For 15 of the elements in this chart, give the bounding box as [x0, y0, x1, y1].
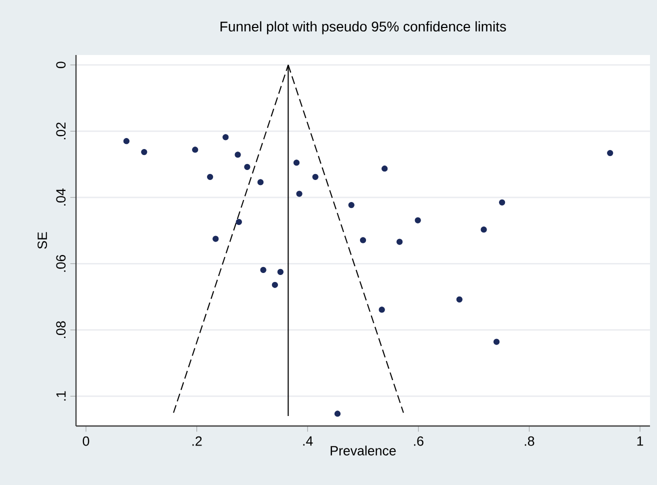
- x-tick-label: .8: [524, 436, 534, 446]
- y-tick-label: .08: [56, 321, 66, 338]
- x-axis-title: Prevalence: [330, 446, 396, 456]
- x-tick-label: 1: [637, 436, 644, 446]
- x-tick-label: 0: [82, 436, 90, 446]
- chart-title: Funnel plot with pseudo 95% confidence limits: [220, 21, 506, 34]
- x-tick-label: .4: [303, 436, 313, 446]
- x-tick-label: .6: [414, 436, 424, 446]
- x-tick-label: .2: [192, 436, 202, 446]
- y-tick-label: .06: [56, 254, 66, 272]
- y-axis-title: SE: [38, 232, 48, 249]
- y-tick-label: .02: [56, 122, 66, 140]
- y-tick-label: 0: [56, 62, 66, 68]
- y-tick-label: .1: [56, 391, 66, 401]
- y-tick-label: .04: [56, 188, 66, 206]
